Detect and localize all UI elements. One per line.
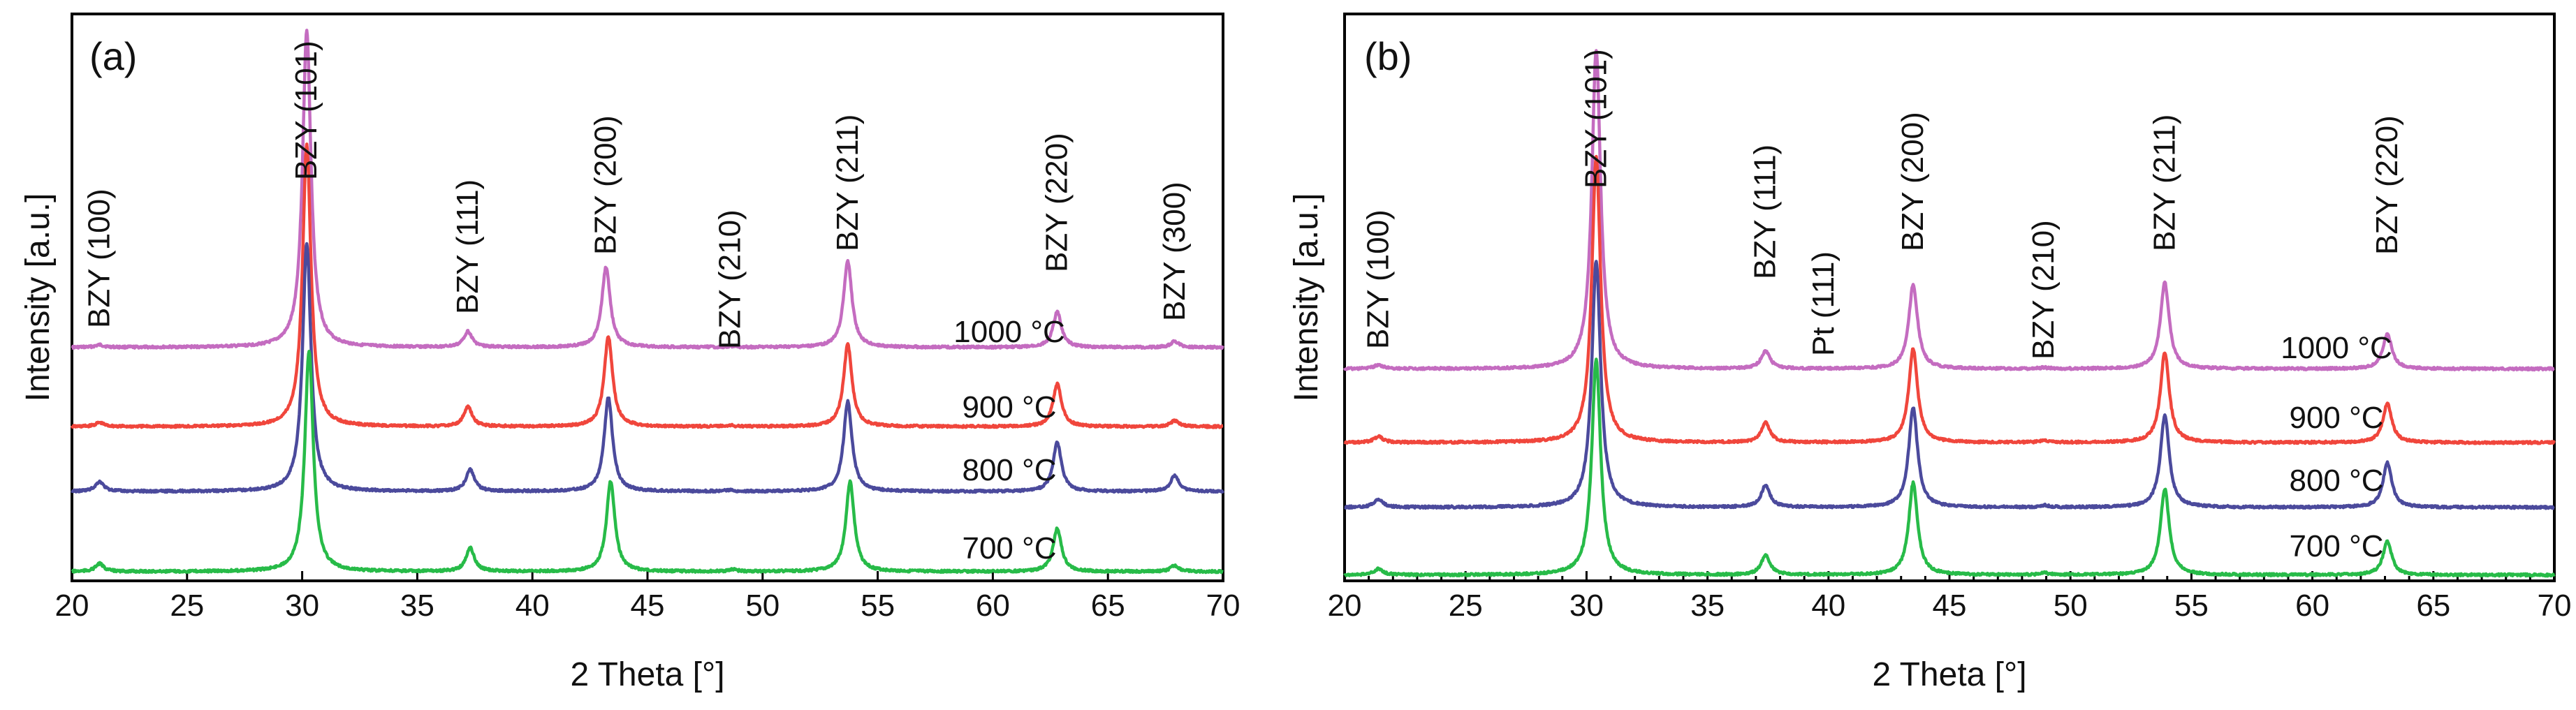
peak-label: BZY (111) xyxy=(451,179,485,314)
x-tick-label: 50 xyxy=(745,589,780,623)
panel-b-temperature-labels: 1000 °C 900 °C 800 °C 700 °C xyxy=(2281,331,2392,563)
panel-b-peak-labels: BZY (100) BZY (101) BZY (111) Pt (111) BZY (… xyxy=(1361,49,2405,360)
peak-label: BZY (101) xyxy=(289,40,323,180)
series-line xyxy=(70,142,1224,429)
series-line xyxy=(71,29,1224,350)
temperature-label: 900 °C xyxy=(962,390,1056,424)
x-tick-label: 55 xyxy=(2174,589,2209,623)
series-line xyxy=(1343,260,2556,510)
series-line xyxy=(1343,357,2556,578)
panel-a-peak-labels: BZY (100) BZY (101) BZY (111) BZY (200) BZY … xyxy=(82,40,1192,349)
x-tick-label: 40 xyxy=(515,589,550,623)
series-line xyxy=(71,349,1224,575)
x-tick-label: 25 xyxy=(170,589,204,623)
x-tick-label: 65 xyxy=(2416,589,2450,623)
peak-label: Pt (111) xyxy=(1806,251,1840,356)
peak-label: BZY (211) xyxy=(830,114,865,251)
panel-a-label: (a) xyxy=(89,34,137,78)
x-tick-label: 30 xyxy=(285,589,319,623)
x-tick-label: 45 xyxy=(1933,589,1967,623)
panel-b-ylabel: Intensity [a.u.] xyxy=(1288,193,1325,402)
panel-b-label: (b) xyxy=(1364,34,1412,78)
series-line xyxy=(1343,154,2556,445)
panel-a-ylabel: Intensity [a.u.] xyxy=(20,193,57,402)
x-tick-label: 20 xyxy=(1328,589,1362,623)
x-tick-label: 35 xyxy=(1690,589,1725,623)
temperature-label: 700 °C xyxy=(962,531,1056,565)
series-line xyxy=(1342,49,2556,372)
x-tick-label: 65 xyxy=(1091,589,1125,623)
temperature-label: 800 °C xyxy=(962,453,1056,487)
peak-label: BZY (220) xyxy=(1040,133,1074,272)
x-tick-label: 35 xyxy=(400,589,434,623)
peak-label: BZY (210) xyxy=(2026,220,2061,360)
x-tick-label: 70 xyxy=(1206,589,1241,623)
x-tick-label: 50 xyxy=(2054,589,2088,623)
peak-label: BZY (300) xyxy=(1157,182,1192,321)
panel-b-ticks: 20 25 30 35 40 45 50 55 60 65 70 xyxy=(1328,571,2572,623)
peak-label: BZY (210) xyxy=(713,209,747,349)
temperature-label: 900 °C xyxy=(2289,401,2383,435)
temperature-label: 700 °C xyxy=(2289,529,2383,563)
panel-a-traces xyxy=(70,29,1224,575)
series-line xyxy=(71,242,1224,494)
x-tick-label: 70 xyxy=(2538,589,2572,623)
panel-a-xlabel: 2 Theta [°] xyxy=(570,656,724,693)
peak-label: BZY (100) xyxy=(82,188,117,328)
panel-a-temperature-labels: 1000 °C 900 °C 800 °C 700 °C xyxy=(953,315,1064,565)
x-tick-label: 40 xyxy=(1811,589,1845,623)
panel-b-traces xyxy=(1342,49,2556,578)
peak-label: BZY (111) xyxy=(1748,145,1783,279)
peak-label: BZY (100) xyxy=(1361,209,1396,349)
x-tick-label: 20 xyxy=(55,589,89,623)
peak-label: BZY (200) xyxy=(589,115,623,255)
x-tick-label: 25 xyxy=(1449,589,1483,623)
temperature-label: 800 °C xyxy=(2289,464,2383,498)
peak-label: BZY (200) xyxy=(1896,112,1930,251)
peak-label: BZY (220) xyxy=(2370,115,2404,255)
x-tick-label: 60 xyxy=(2295,589,2329,623)
peak-label: BZY (211) xyxy=(2147,114,2181,251)
panel-a-ticks: 20 25 30 35 40 45 50 55 60 65 70 xyxy=(55,571,1241,623)
temperature-label: 1000 °C xyxy=(953,315,1064,349)
peak-label: BZY (101) xyxy=(1579,49,1613,188)
panel-a: (a) Intensity [a.u.] 2 Theta [°] 20 25 30 3… xyxy=(20,13,1241,693)
x-tick-label: 30 xyxy=(1569,589,1604,623)
panel-b-xlabel: 2 Theta [°] xyxy=(1872,656,2026,693)
x-tick-label: 60 xyxy=(976,589,1010,623)
panel-b: (b) Intensity [a.u.] 2 Theta [°] 20 25 30 3… xyxy=(1288,13,2572,693)
temperature-label: 1000 °C xyxy=(2281,331,2392,365)
x-tick-label: 45 xyxy=(631,589,665,623)
x-tick-label: 55 xyxy=(861,589,895,623)
